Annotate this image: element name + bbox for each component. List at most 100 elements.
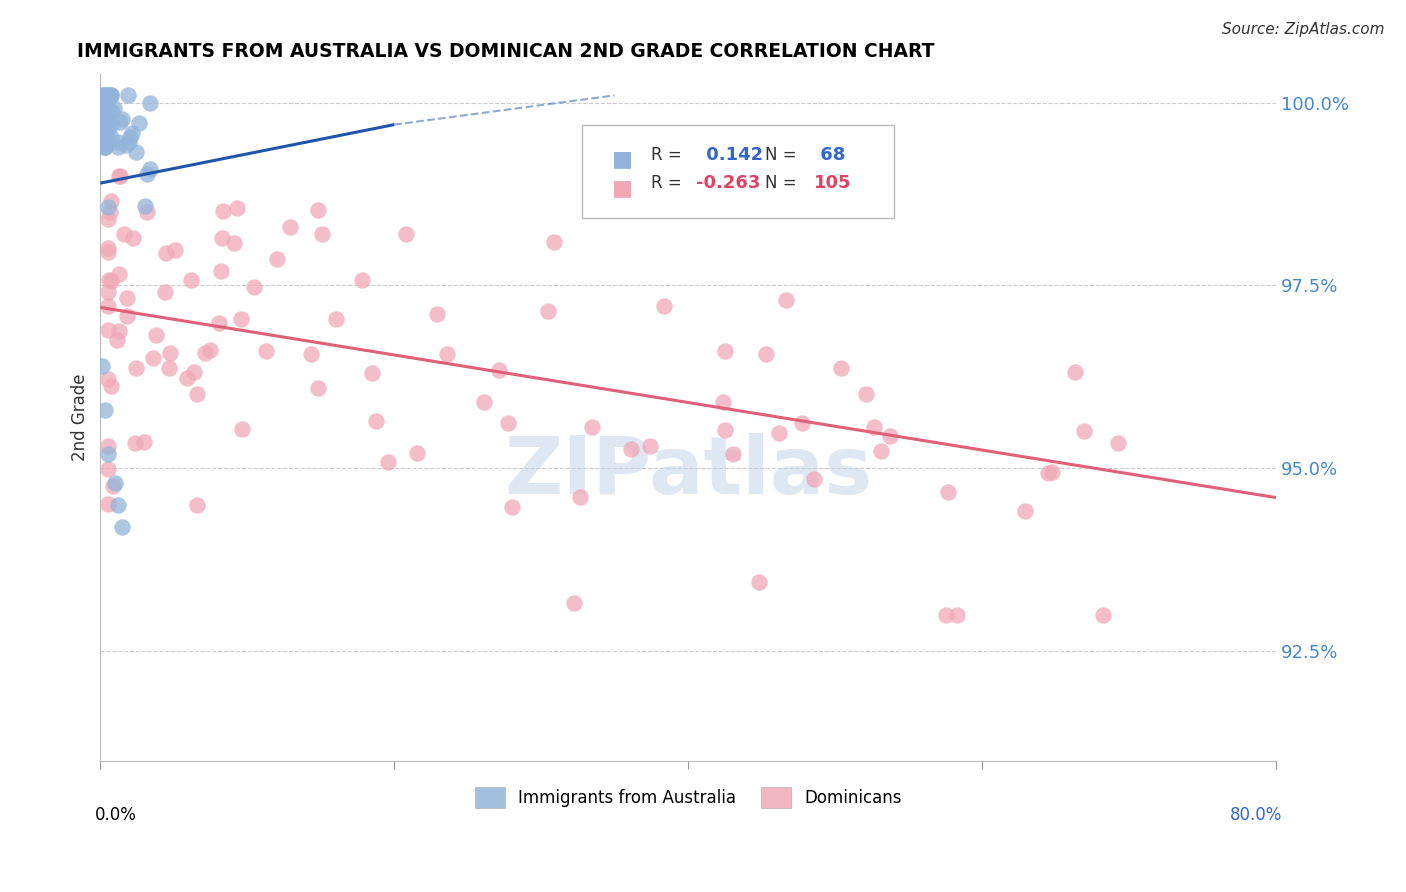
Point — [488, 363, 510, 377]
Point — [711, 395, 734, 409]
Point — [93, 114, 115, 128]
Point — [94, 139, 117, 153]
Point — [153, 285, 176, 299]
Point — [935, 607, 957, 622]
Point — [97, 461, 120, 475]
Point — [93, 139, 115, 153]
Point — [139, 162, 162, 177]
Point — [207, 316, 229, 330]
Point — [97, 123, 120, 137]
Point — [946, 607, 969, 622]
Point — [472, 395, 495, 409]
Point — [543, 235, 565, 249]
Point — [755, 347, 778, 361]
Point — [108, 325, 131, 339]
Text: N =: N = — [765, 175, 796, 193]
Point — [90, 120, 112, 135]
Point — [96, 115, 118, 129]
Point — [1091, 607, 1114, 622]
Point — [97, 323, 120, 337]
Text: R =: R = — [651, 145, 682, 163]
Point — [138, 96, 160, 111]
Point — [91, 88, 114, 103]
Point — [90, 92, 112, 106]
Point — [134, 198, 156, 212]
Point — [90, 359, 112, 373]
Point — [231, 312, 253, 326]
Point — [654, 299, 676, 313]
Point — [360, 366, 382, 380]
Point — [790, 416, 813, 430]
Legend: Immigrants from Australia, Dominicans: Immigrants from Australia, Dominicans — [468, 780, 908, 814]
Point — [108, 115, 131, 129]
Point — [936, 485, 959, 500]
Point — [115, 138, 138, 153]
Point — [90, 103, 112, 118]
Point — [426, 307, 449, 321]
Point — [436, 347, 458, 361]
Point — [94, 139, 117, 153]
Point — [194, 346, 217, 360]
Text: 80.0%: 80.0% — [1229, 805, 1282, 823]
Point — [91, 102, 114, 116]
Point — [97, 273, 120, 287]
Point — [93, 99, 115, 113]
Point — [183, 365, 205, 379]
Point — [1064, 365, 1087, 379]
Point — [111, 520, 134, 534]
Point — [640, 439, 662, 453]
Point — [112, 227, 135, 242]
Text: Source: ZipAtlas.com: Source: ZipAtlas.com — [1222, 22, 1385, 37]
Text: 68: 68 — [814, 145, 845, 163]
Point — [395, 227, 418, 242]
Point — [496, 417, 519, 431]
Point — [91, 92, 114, 106]
Point — [132, 435, 155, 450]
Point — [155, 246, 177, 260]
Y-axis label: 2nd Grade: 2nd Grade — [72, 374, 89, 461]
Point — [122, 231, 145, 245]
Point — [879, 429, 901, 443]
Point — [254, 343, 277, 358]
Point — [225, 201, 247, 215]
Point — [103, 479, 125, 493]
Point — [121, 126, 143, 140]
Point — [97, 212, 120, 227]
Point — [830, 360, 852, 375]
Point — [100, 118, 122, 132]
Point — [94, 109, 117, 123]
Point — [581, 420, 603, 434]
Point — [90, 123, 112, 137]
Point — [108, 169, 131, 183]
Point — [100, 88, 122, 103]
Point — [91, 93, 114, 107]
Text: IMMIGRANTS FROM AUSTRALIA VS DOMINICAN 2ND GRADE CORRELATION CHART: IMMIGRANTS FROM AUSTRALIA VS DOMINICAN 2… — [77, 42, 935, 61]
Text: ■: ■ — [612, 149, 633, 169]
Point — [97, 241, 120, 255]
Text: ■: ■ — [612, 178, 633, 199]
Point — [142, 351, 165, 365]
Point — [377, 455, 399, 469]
Point — [108, 169, 131, 183]
Point — [115, 291, 138, 305]
Point — [91, 131, 114, 145]
Point — [94, 93, 117, 107]
Point — [97, 136, 120, 150]
Point — [100, 130, 122, 145]
Point — [748, 575, 770, 590]
Point — [536, 304, 558, 318]
Point — [311, 227, 333, 242]
FancyBboxPatch shape — [582, 125, 894, 218]
Point — [101, 105, 124, 120]
Point — [96, 88, 118, 103]
Point — [118, 135, 141, 149]
Point — [100, 274, 122, 288]
Point — [107, 139, 129, 153]
Point — [803, 472, 825, 486]
Point — [97, 300, 120, 314]
Point — [1107, 435, 1129, 450]
Point — [115, 310, 138, 324]
Point — [364, 414, 387, 428]
Point — [97, 200, 120, 214]
Point — [855, 386, 877, 401]
